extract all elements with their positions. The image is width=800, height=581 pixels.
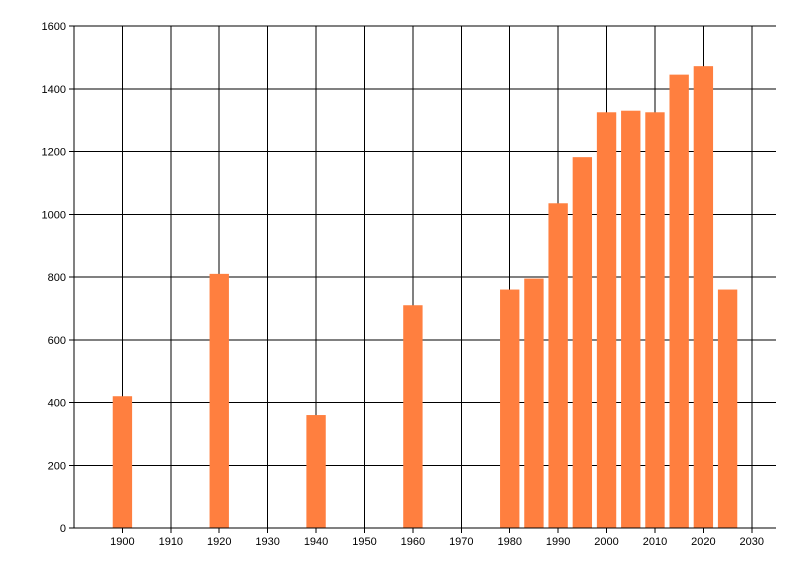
bar-2025 [717, 289, 738, 528]
tick-labels: 0 200 400 600 800 1000 1200 1400 1600 1900 1910 192… [42, 21, 765, 548]
x-tick-label: 2030 [740, 536, 764, 548]
y-tick-label: 1200 [42, 147, 66, 159]
bar-1940 [306, 415, 326, 528]
y-tick-label: 1400 [42, 84, 66, 96]
y-tick-label: 1000 [42, 209, 66, 221]
x-tick-label: 1910 [159, 536, 183, 548]
x-tick-label: 1940 [304, 536, 328, 548]
bar-1980 [500, 289, 520, 528]
bar-1995 [572, 157, 593, 528]
x-tick-label: 2010 [643, 536, 667, 548]
axes [69, 25, 776, 533]
bar-1960 [403, 305, 423, 528]
bar-1990 [548, 203, 568, 529]
y-tick-label: 400 [48, 398, 66, 410]
bar-1985 [524, 278, 544, 528]
x-tick-label: 1950 [352, 536, 376, 548]
y-tick-label: 600 [48, 335, 66, 347]
bar-2010 [645, 112, 665, 528]
bar-1900 [112, 396, 133, 528]
x-tick-label: 2000 [594, 536, 618, 548]
bar-1920 [209, 273, 229, 528]
x-tick-label: 1920 [207, 536, 231, 548]
x-tick-label: 1980 [497, 536, 521, 548]
x-tick-label: 1900 [110, 536, 134, 548]
y-tick-label: 0 [60, 523, 66, 535]
y-tick-label: 800 [48, 272, 66, 284]
bar-2015 [669, 74, 689, 528]
bar-2020 [693, 66, 714, 528]
x-tick-label: 1930 [255, 536, 279, 548]
bar-2005 [621, 110, 641, 529]
y-tick-label: 1600 [42, 21, 66, 33]
bar-2000 [596, 112, 617, 528]
y-tick-label: 200 [48, 460, 66, 472]
x-tick-label: 1960 [401, 536, 425, 548]
x-tick-label: 1990 [546, 536, 570, 548]
x-tick-label: 2020 [691, 536, 715, 548]
bars [112, 66, 738, 529]
x-tick-label: 1970 [449, 536, 473, 548]
